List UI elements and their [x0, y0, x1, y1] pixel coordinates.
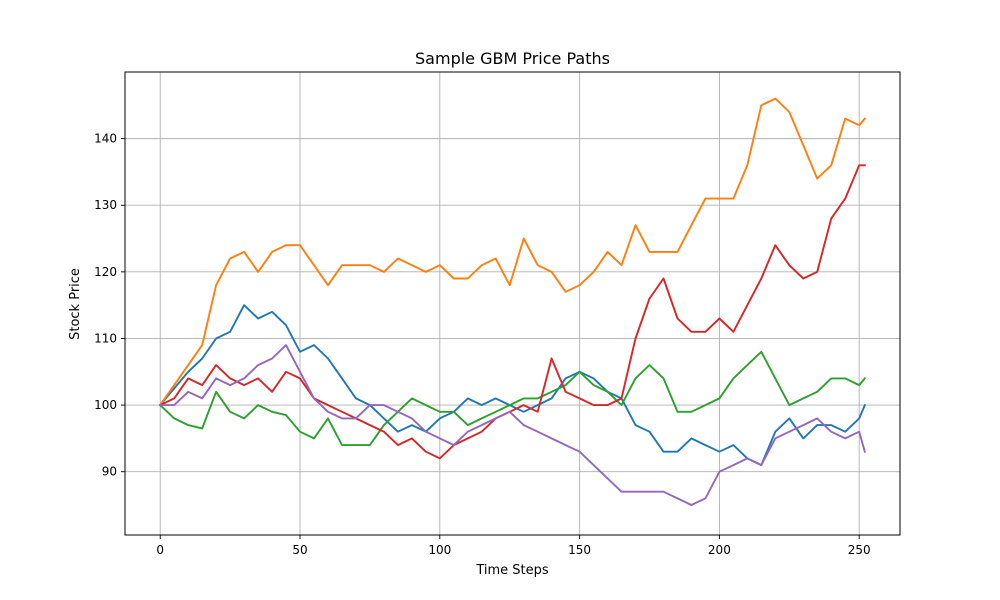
y-axis-ticks: 90 100 110 120 130 140 — [94, 132, 125, 479]
price-path-line-5 — [159, 344, 866, 506]
x-tick-label: 50 — [292, 543, 307, 557]
price-path-line-2 — [158, 97, 867, 407]
y-tick-label: 90 — [102, 465, 117, 479]
y-tick-label: 110 — [94, 331, 117, 345]
x-tick-label: 100 — [428, 543, 451, 557]
plot-area-frame — [124, 71, 901, 536]
x-axis-ticks: 0 50 100 150 200 250 — [156, 535, 871, 557]
price-path-line-4 — [158, 164, 866, 460]
chart-title: Sample GBM Price Paths — [415, 49, 610, 68]
y-tick-label: 100 — [94, 398, 117, 412]
y-axis-label: Stock Price — [68, 268, 83, 340]
price-path-line-3 — [158, 350, 867, 447]
grid — [125, 72, 900, 535]
x-tick-label: 200 — [708, 543, 731, 557]
series-lines — [158, 97, 867, 506]
x-tick-label: 250 — [848, 543, 871, 557]
y-tick-label: 120 — [94, 265, 117, 279]
y-tick-label: 130 — [94, 198, 117, 212]
x-tick-label: 150 — [568, 543, 591, 557]
x-tick-label: 0 — [156, 543, 164, 557]
x-axis-label: Time Steps — [475, 563, 549, 578]
y-tick-label: 140 — [94, 132, 117, 146]
